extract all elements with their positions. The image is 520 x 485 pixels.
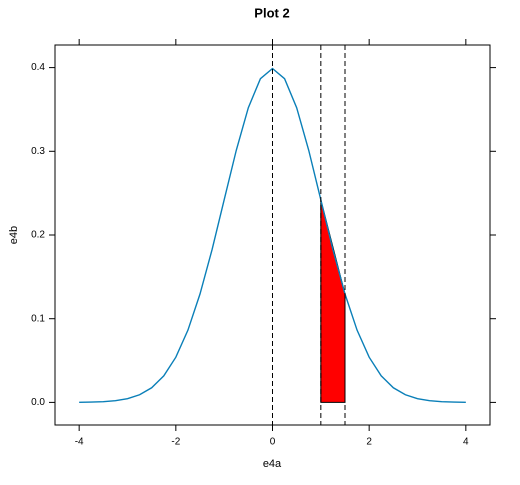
x-axis-label: e4a [263,458,282,470]
shaded-area [320,199,346,403]
x-tick-label: -2 [171,437,180,448]
x-tick-label: 4 [463,437,469,448]
density-curve [79,67,466,404]
chart-title: Plot 2 [254,5,289,20]
y-tick-label: 0.2 [31,230,45,241]
y-tick-label: 0.1 [31,313,45,324]
x-tick-label: 0 [270,437,276,448]
x-tick-label: -4 [75,437,84,448]
y-axis-label: e4b [8,226,20,244]
y-tick-label: 0.4 [31,62,45,73]
y-tick-label: 0.3 [31,146,45,157]
y-tick-label: 0.0 [31,397,45,408]
x-tick-label: 2 [366,437,372,448]
